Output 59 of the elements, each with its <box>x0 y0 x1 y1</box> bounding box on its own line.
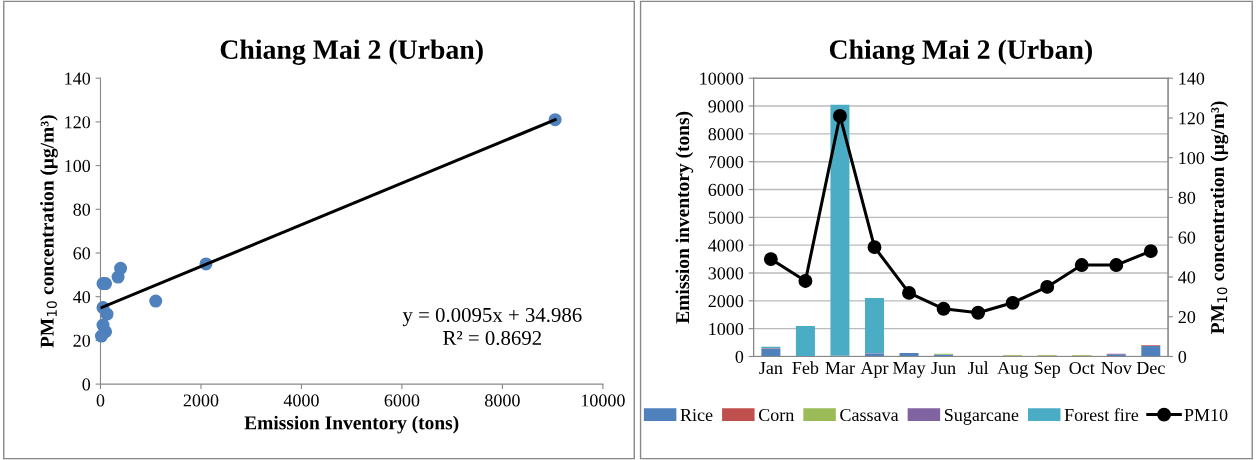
x-tick-label: Aug <box>997 361 1028 378</box>
y-axis-title: PM$_{10}$ concentration (μg/m³) <box>40 115 58 348</box>
x-tick-label: Jan <box>759 362 783 375</box>
x-axis-title: Emission Inventory (tons) <box>244 415 459 434</box>
y2-tick-label: 100 <box>1179 151 1205 165</box>
y-tick-label: 140 <box>65 72 91 85</box>
legend-label: Cassava <box>840 408 899 422</box>
x-tick-label: Mar <box>825 362 855 375</box>
x-tick-label: Dec <box>1136 362 1165 375</box>
y-tick-label: 3000 <box>708 267 744 280</box>
x-tick-label: 6000 <box>384 394 420 407</box>
y-tick-label: 100 <box>65 159 91 173</box>
x-tick-label: Jun <box>931 362 956 375</box>
y-axis-title: Emission inventory (tons) <box>675 111 694 324</box>
y2-tick-label: 80 <box>1178 191 1196 204</box>
y2-tick-label: 140 <box>1179 72 1205 85</box>
y2-tick-label: 0 <box>1178 350 1187 363</box>
legend-label: Corn <box>758 408 795 422</box>
x-tick-label: Jul <box>967 361 989 375</box>
y-tick-label: 10000 <box>700 72 744 85</box>
legend-label: Sugarcane <box>944 408 1019 425</box>
annotation: y = 0.0095x + 34.986 <box>402 307 582 327</box>
y-tick-label: 5000 <box>708 211 744 224</box>
y-tick-label: 0 <box>82 378 91 391</box>
x-tick-label: Feb <box>792 361 819 375</box>
y-tick-label: 8000 <box>708 128 744 141</box>
y-tick-label: 9000 <box>708 100 744 113</box>
y-tick-label: 80 <box>73 203 91 216</box>
y-tick-label: 20 <box>73 334 91 347</box>
y-tick-label: 0 <box>735 350 744 363</box>
y-tick-label: 2000 <box>708 295 744 308</box>
x-tick-label: 4000 <box>283 394 319 407</box>
y-tick-label: 40 <box>73 290 91 304</box>
legend-label: PM10 <box>1184 408 1228 422</box>
y-tick-label: 4000 <box>708 239 744 252</box>
y-tick-label: 1000 <box>709 322 744 336</box>
x-tick-label: 10000 <box>581 394 625 407</box>
y-tick-label: 120 <box>65 116 91 129</box>
chart-title: Chiang Mai 2 (Urban) <box>220 39 483 65</box>
x-tick-label: May <box>893 362 926 378</box>
annotation: R² = 0.8692 <box>443 330 541 346</box>
chart-title: Chiang Mai 2 (Urban) <box>829 39 1092 65</box>
x-tick-label: Oct <box>1069 361 1095 375</box>
y-tick-label: 6000 <box>708 183 744 196</box>
y2-tick-label: 40 <box>1178 271 1196 284</box>
y-tick-label: 60 <box>73 247 91 260</box>
y2-tick-label: 120 <box>1179 112 1205 125</box>
legend-label: Rice <box>680 408 713 422</box>
x-tick-label: Apr <box>860 361 889 378</box>
x-tick-label: 2000 <box>183 394 219 407</box>
y2-axis-title: PM$_{10}$ concentration (μg/m³) <box>1210 101 1229 334</box>
x-tick-label: Sep <box>1034 361 1061 378</box>
x-tick-label: 8000 <box>485 394 520 407</box>
x-tick-label: 0 <box>96 394 105 407</box>
y2-tick-label: 60 <box>1178 231 1196 244</box>
x-tick-label: Nov <box>1101 362 1132 375</box>
y-tick-label: 7000 <box>708 155 744 169</box>
legend-label: Forest fire <box>1064 408 1139 422</box>
y2-tick-label: 20 <box>1178 311 1196 324</box>
